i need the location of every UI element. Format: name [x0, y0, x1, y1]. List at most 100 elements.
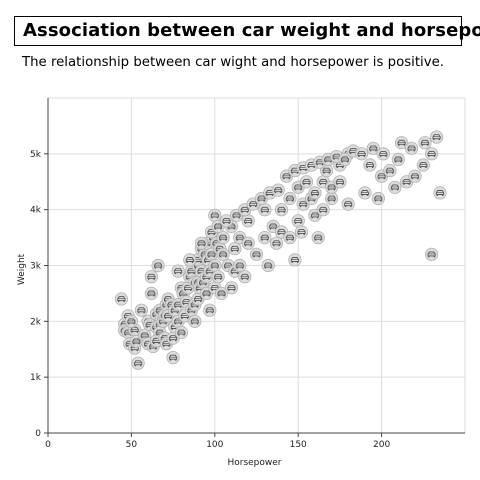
car-wheel	[196, 306, 199, 308]
car-body	[394, 156, 403, 162]
car-wheel	[433, 255, 435, 258]
car-icon	[391, 152, 405, 166]
marker-circle	[238, 270, 252, 284]
marker-circle	[288, 253, 302, 267]
marker-circle	[308, 186, 322, 200]
car-body	[419, 162, 428, 168]
car-body	[227, 284, 236, 290]
car-body	[335, 178, 344, 184]
car-body	[435, 190, 445, 195]
car-icon	[405, 141, 419, 155]
car-wheel	[136, 349, 139, 352]
car-body	[397, 139, 406, 145]
car-icon	[174, 325, 188, 340]
marker-circle	[211, 270, 225, 284]
car-wheel	[261, 211, 263, 213]
car-wheel	[141, 336, 143, 339]
car-body	[130, 326, 139, 332]
car-body	[427, 150, 436, 156]
car-wheel	[314, 239, 317, 241]
car-wheel	[164, 300, 167, 302]
marker-circle	[269, 236, 284, 250]
car-body	[134, 360, 143, 366]
car-wheel	[196, 289, 198, 291]
x-tick-label: 200	[373, 440, 390, 450]
car-body	[222, 217, 231, 223]
car-wheel	[223, 295, 225, 297]
car-icon	[124, 314, 138, 328]
car-wheel	[208, 244, 210, 247]
car-wheel	[208, 295, 210, 297]
car-wheel	[233, 228, 235, 230]
car-body	[252, 251, 261, 257]
car-wheel	[386, 172, 388, 174]
car-body	[327, 195, 336, 201]
car-wheel	[428, 155, 430, 157]
car-wheel	[308, 200, 310, 202]
car-wheel	[203, 278, 205, 280]
car-wheel	[378, 177, 380, 180]
car-icon	[188, 314, 202, 328]
y-tick-label: 4k	[30, 206, 42, 216]
marker-circle	[416, 158, 430, 172]
car-icon	[134, 303, 148, 317]
car-wheel	[442, 194, 444, 196]
car-wheel	[180, 322, 182, 325]
car-wheel	[241, 267, 244, 269]
marker-circle	[355, 147, 369, 161]
car-body	[282, 173, 291, 179]
car-body	[274, 187, 283, 193]
car-icon	[144, 270, 158, 284]
car-wheel	[178, 334, 180, 336]
car-wheel	[308, 183, 310, 185]
car-icon	[211, 270, 225, 284]
car-wheel	[205, 283, 207, 286]
car-body	[210, 212, 219, 218]
car-body	[310, 212, 319, 218]
car-wheel	[213, 233, 215, 235]
car-wheel	[236, 239, 238, 241]
car-wheel	[148, 295, 150, 297]
car-wheel	[233, 289, 235, 291]
car-body	[374, 195, 383, 201]
car-wheel	[231, 250, 233, 252]
car-wheel	[398, 144, 400, 146]
marker-circle	[124, 314, 138, 328]
axis-labels: 0 50 100 150 200 0 1k 2k 3k 4k 5k Horsepower Weight	[17, 150, 390, 468]
car-wheel	[149, 348, 152, 350]
title-box: Association between car weight and horse…	[14, 16, 480, 46]
marker-circle	[219, 214, 234, 228]
car-wheel	[263, 200, 265, 202]
car-wheel	[336, 166, 338, 168]
car-wheel	[274, 191, 277, 194]
car-body	[214, 223, 223, 229]
car-wheel	[366, 194, 369, 196]
car-wheel	[244, 244, 247, 247]
car-wheel	[296, 261, 299, 263]
marker-circle	[214, 286, 229, 300]
marker-circle	[261, 258, 275, 273]
car-icon	[208, 258, 222, 273]
marker-circle	[408, 169, 422, 183]
car-wheel	[200, 261, 202, 263]
y-tick-label: 3k	[30, 262, 42, 272]
car-wheel	[241, 211, 243, 213]
marker-circle	[151, 258, 165, 273]
car-icon	[219, 214, 234, 228]
car-wheel	[181, 317, 183, 319]
car-body	[137, 307, 146, 313]
car-body	[217, 290, 226, 296]
car-wheel	[175, 359, 177, 361]
car-wheel	[211, 311, 214, 314]
car-wheel	[319, 183, 322, 185]
car-wheel	[158, 342, 160, 344]
car-wheel	[186, 317, 189, 319]
marker-circle	[171, 264, 185, 278]
car-wheel	[341, 161, 343, 163]
marker-circle	[388, 180, 402, 194]
car-wheel	[363, 155, 365, 157]
car-wheel	[224, 267, 227, 269]
marker-circle	[316, 203, 330, 217]
car-body	[219, 234, 228, 240]
